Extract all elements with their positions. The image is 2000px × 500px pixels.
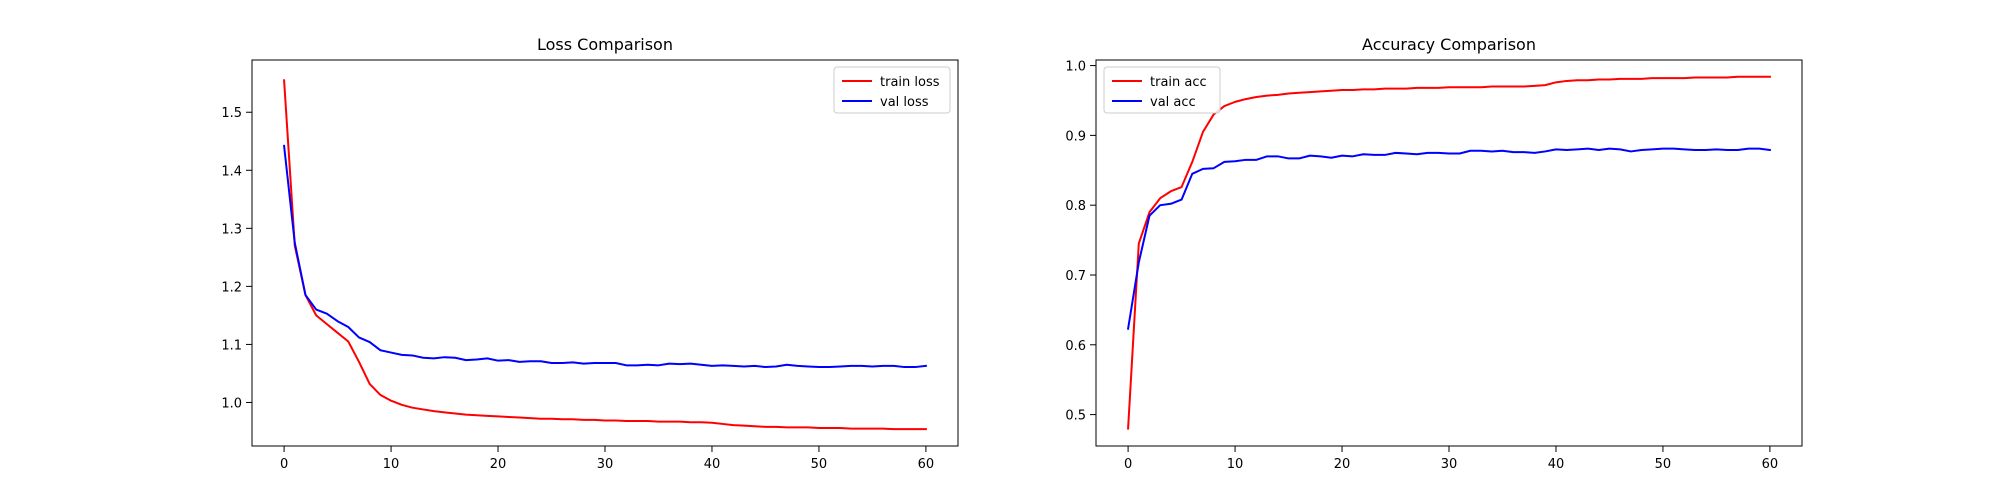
x-tick-label: 60 xyxy=(1762,457,1779,472)
x-tick-label: 40 xyxy=(704,457,721,472)
y-tick-label: 1.4 xyxy=(221,164,242,179)
series-line-val-loss xyxy=(282,144,928,369)
y-tick-label: 1.3 xyxy=(221,222,242,237)
x-tick-label: 50 xyxy=(811,457,828,472)
loss-axes: 0 10 20 30 40 50 60 1.0 1.1 1.2 1.3 1.4 1.5 xyxy=(221,59,959,472)
y-tick-label: 1.1 xyxy=(221,338,242,353)
loss-chart: Loss Comparison 0 10 20 30 40 50 60 1.0 1.1 1.2 1.… xyxy=(221,35,959,472)
y-tick-label: 1.5 xyxy=(221,106,242,121)
loss-plot-area xyxy=(282,79,928,431)
legend-label-train-acc: train acc xyxy=(1150,75,1207,90)
x-tick-label: 20 xyxy=(490,457,507,472)
accuracy-chart: Accuracy Comparison 0 10 20 30 40 50 600.50.60… xyxy=(1065,35,1803,472)
y-tick-label: 0.6 xyxy=(1065,339,1086,354)
x-tick-label: 20 xyxy=(1334,457,1351,472)
series-line-train-acc xyxy=(1127,75,1771,430)
y-tick-label: 1.0 xyxy=(221,396,242,411)
y-tick-label: 1.2 xyxy=(221,280,242,295)
legend-label-val-loss: val loss xyxy=(880,95,929,110)
accuracy-chart-title: Accuracy Comparison xyxy=(1362,35,1536,54)
accuracy-axes: 0 10 20 30 40 50 60 0.5 0.6 0.7 0.8 0.9 1.0 xyxy=(1065,59,1803,472)
loss-chart-title: Loss Comparison xyxy=(537,35,673,54)
x-tick-label: 30 xyxy=(1441,457,1458,472)
y-tick-label: 1.0 xyxy=(1065,60,1086,75)
y-tick-label: 0.5 xyxy=(1065,409,1086,424)
y-tick-label: 0.7 xyxy=(1065,269,1086,284)
x-tick-label: 30 xyxy=(597,457,614,472)
x-tick-label: 10 xyxy=(1227,457,1244,472)
x-tick-label: 0 xyxy=(280,457,288,472)
accuracy-plot-area xyxy=(1126,75,1772,430)
loss-legend: train loss val loss xyxy=(833,66,951,114)
legend-label-train-loss: train loss xyxy=(880,75,940,90)
x-tick-label: 60 xyxy=(918,457,935,472)
accuracy-legend: train acc val acc xyxy=(1103,66,1221,114)
y-tick-label: 0.8 xyxy=(1065,199,1086,214)
series-line-train-loss xyxy=(283,79,927,431)
legend-label-val-acc: val acc xyxy=(1150,95,1196,110)
x-tick-label: 40 xyxy=(1548,457,1565,472)
x-tick-label: 10 xyxy=(383,457,400,472)
x-tick-label: 50 xyxy=(1655,457,1672,472)
series-line-val-acc xyxy=(1126,147,1772,330)
y-tick-label: 0.9 xyxy=(1065,129,1086,144)
x-tick-label: 0 xyxy=(1124,457,1132,472)
